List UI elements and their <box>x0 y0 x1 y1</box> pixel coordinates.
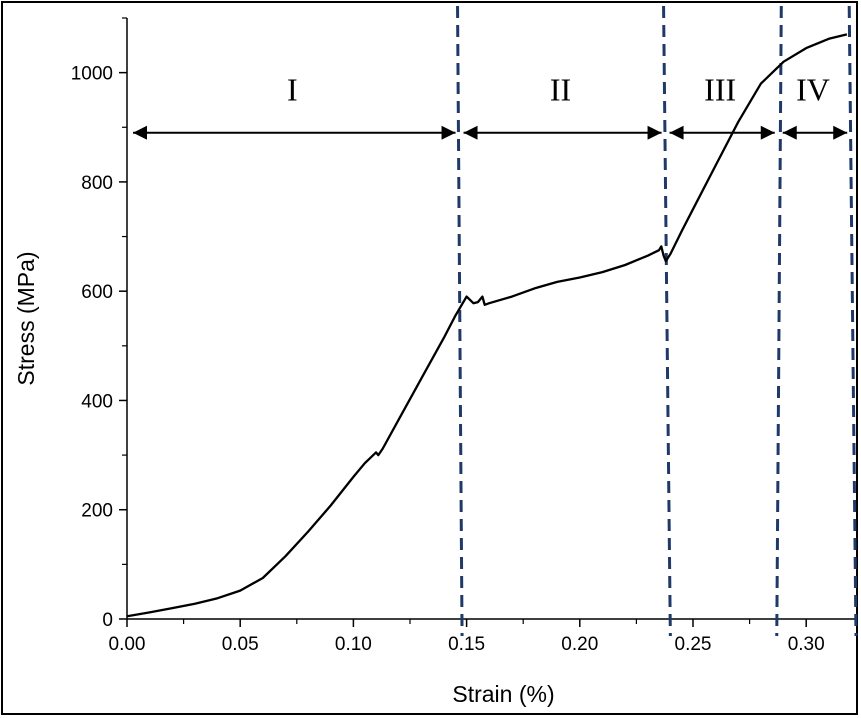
y-tick-label: 800 <box>81 173 113 194</box>
x-tick-label: 0.00 <box>109 634 146 655</box>
curve-group <box>126 33 848 618</box>
axes: 0.00 0.05 0.10 0.15 0.20 0.25 0.30 0 200 400 600 80… <box>71 17 856 655</box>
region-arrows: I II III IV <box>133 72 848 140</box>
y-tick-label: 600 <box>81 282 113 303</box>
region-boundary-line <box>775 5 783 637</box>
region-label: I <box>287 72 298 108</box>
region-boundary-line <box>662 5 672 637</box>
x-tick-label: 0.20 <box>561 634 598 655</box>
region-boundary-line <box>847 5 858 637</box>
x-tick-label: 0.30 <box>788 634 825 655</box>
y-tick-label: 200 <box>81 501 113 522</box>
y-tick-label: 400 <box>81 391 113 412</box>
y-axis-title: Stress (MPa) <box>13 251 39 385</box>
x-tick-label: 0.15 <box>448 634 485 655</box>
region-label: III <box>704 72 736 108</box>
x-tick-label: 0.05 <box>222 634 259 655</box>
stress-strain-curve <box>126 33 848 618</box>
x-tick-label: 0.10 <box>335 634 372 655</box>
y-tick-label: 1000 <box>71 64 113 85</box>
x-axis-title: Strain (%) <box>452 681 554 707</box>
y-tick-label: 0 <box>102 610 113 631</box>
region-boundaries <box>456 5 858 637</box>
region-label: IV <box>796 72 830 108</box>
x-tick-label: 0.25 <box>675 634 712 655</box>
region-label: II <box>550 72 571 108</box>
region-boundary-line <box>456 5 464 637</box>
